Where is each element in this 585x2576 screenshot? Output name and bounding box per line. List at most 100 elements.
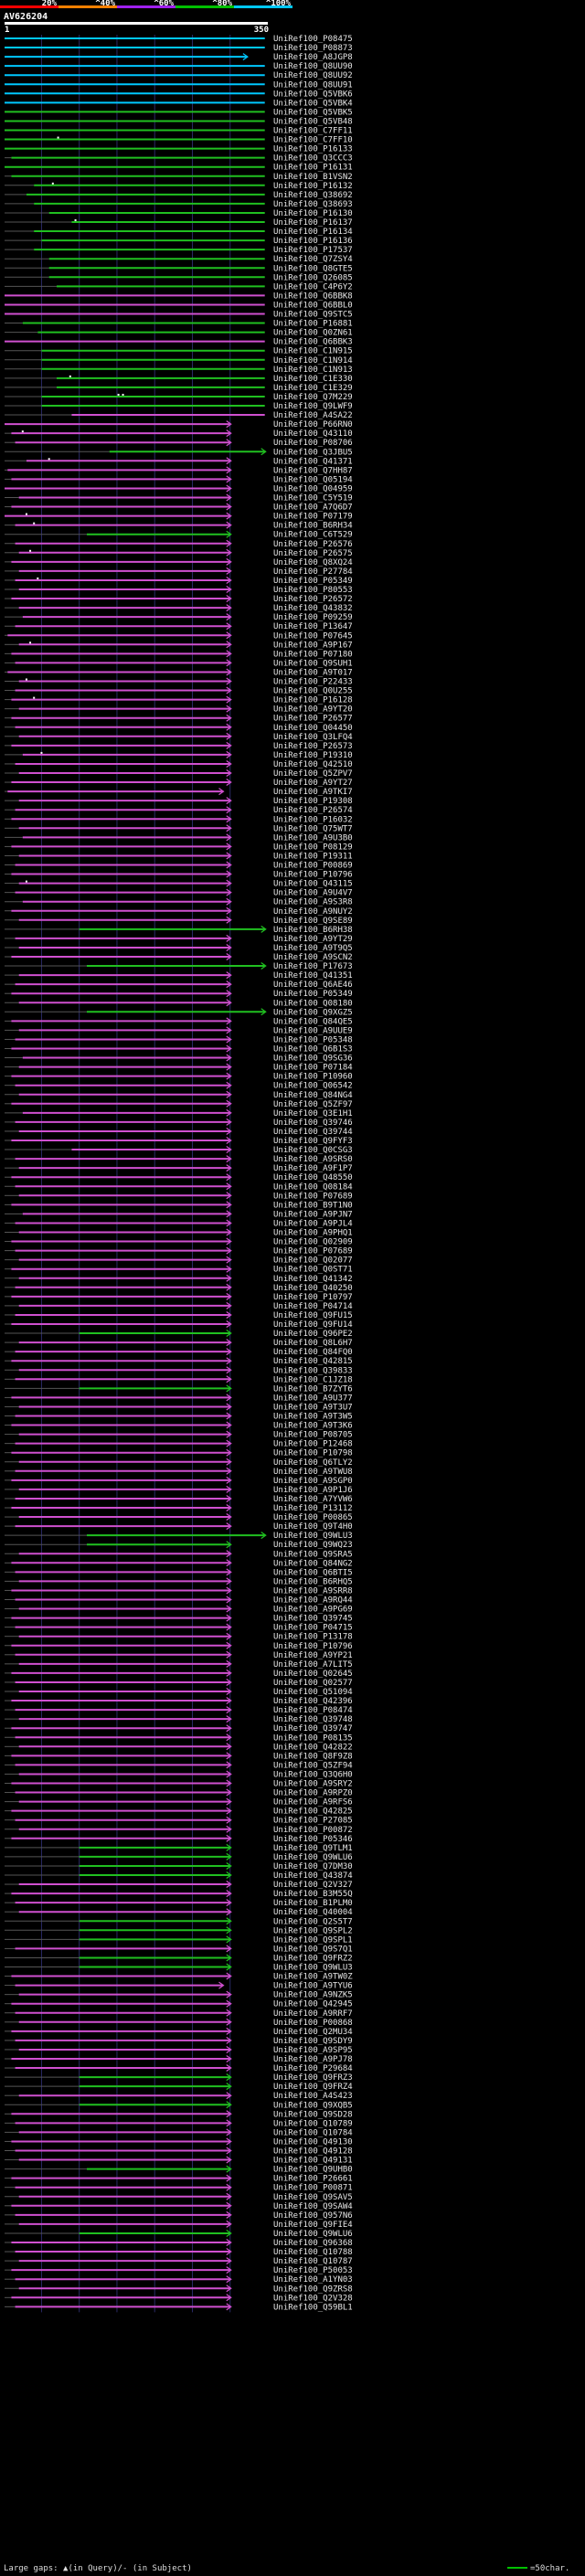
hit-label[interactable]: UniRef100_P10797 xyxy=(273,1293,353,1302)
hit-label[interactable]: UniRef100_B6RHQ5 xyxy=(273,1577,353,1586)
hit-label[interactable]: UniRef100_Q26085 xyxy=(273,273,353,282)
hit-label[interactable]: UniRef100_Q9SDY9 xyxy=(273,2037,353,2046)
hit-row[interactable]: UniRef100_Q9SAW4 xyxy=(5,2202,353,2211)
hit-label[interactable]: UniRef100_Q49131 xyxy=(273,2157,353,2166)
hit-label[interactable]: UniRef100_Q7DM30 xyxy=(273,1862,353,1871)
hit-row[interactable]: UniRef100_Q9FRZ4 xyxy=(5,2083,353,2092)
hit-label[interactable]: UniRef100_Q9LWF9 xyxy=(273,402,353,411)
hit-row[interactable]: UniRef100_A8JGP8 xyxy=(5,53,353,62)
hit-label[interactable]: UniRef100_Q08180 xyxy=(273,999,353,1008)
hit-label[interactable]: UniRef100_A8JGP8 xyxy=(273,53,353,62)
hit-row[interactable]: UniRef100_Q39746 xyxy=(5,1118,353,1128)
hit-row[interactable]: UniRef100_Q3Q6H0 xyxy=(5,1770,353,1779)
hit-label[interactable]: UniRef100_P29684 xyxy=(273,2064,353,2073)
hit-row[interactable]: UniRef100_Q9XQB5 xyxy=(5,2101,353,2110)
hit-label[interactable]: UniRef100_Q42510 xyxy=(273,760,353,769)
hit-label[interactable]: UniRef100_Q9SG36 xyxy=(273,1055,353,1064)
hit-row[interactable]: UniRef100_A9PJL4 xyxy=(5,1219,353,1228)
hit-row[interactable]: UniRef100_Q9WLU3 xyxy=(5,1532,353,1541)
hit-row[interactable]: UniRef100_Q7DM30 xyxy=(5,1862,353,1871)
hit-label[interactable]: UniRef100_Q6AE46 xyxy=(273,981,353,990)
hit-row[interactable]: UniRef100_A9YP21 xyxy=(5,1651,353,1660)
hit-label[interactable]: UniRef100_Q49130 xyxy=(273,2137,353,2147)
hit-row[interactable]: UniRef100_A9PG69 xyxy=(5,1606,353,1615)
hit-label[interactable]: UniRef100_Q42815 xyxy=(273,1357,353,1366)
hit-row[interactable]: UniRef100_Q49131 xyxy=(5,2157,353,2166)
hit-label[interactable]: UniRef100_Q6BTI5 xyxy=(273,1568,353,1577)
hit-row[interactable]: UniRef100_P26572 xyxy=(5,595,353,604)
hit-row[interactable]: UniRef100_Q08184 xyxy=(5,1182,353,1192)
hit-row[interactable]: UniRef100_Q9WLU6 xyxy=(5,1853,353,1862)
hit-label[interactable]: UniRef100_A9RRF7 xyxy=(273,2009,353,2019)
hit-row[interactable]: UniRef100_A9NUY2 xyxy=(5,907,353,917)
hit-row[interactable]: UniRef100_P10796 xyxy=(5,871,353,880)
hit-row[interactable]: UniRef100_P16132 xyxy=(5,182,353,191)
hit-row[interactable]: UniRef100_Q84NG4 xyxy=(5,1091,353,1100)
hit-row[interactable]: UniRef100_Q43874 xyxy=(5,1871,353,1881)
hit-label[interactable]: UniRef100_Q9SPL2 xyxy=(273,1926,353,1935)
hit-row[interactable]: UniRef100_Q75WT7 xyxy=(5,824,353,833)
hit-label[interactable]: UniRef100_Q9FU15 xyxy=(273,1311,353,1320)
hit-label[interactable]: UniRef100_Q9WQ23 xyxy=(273,1541,353,1550)
hit-label[interactable]: UniRef100_P07184 xyxy=(273,1064,353,1073)
hit-label[interactable]: UniRef100_A9RQ44 xyxy=(273,1596,353,1606)
hit-row[interactable]: UniRef100_Q6TLY2 xyxy=(5,1458,353,1468)
hit-label[interactable]: UniRef100_Q7HH87 xyxy=(273,466,353,475)
hit-label[interactable]: UniRef100_P16132 xyxy=(273,182,353,191)
hit-row[interactable]: UniRef100_Q9FU15 xyxy=(5,1311,353,1320)
hit-row[interactable]: UniRef100_C1N914 xyxy=(5,356,353,366)
hit-label[interactable]: UniRef100_P19311 xyxy=(273,852,353,861)
hit-label[interactable]: UniRef100_P26574 xyxy=(273,806,353,815)
hit-label[interactable]: UniRef100_A9TWU8 xyxy=(273,1468,353,1477)
hit-row[interactable]: UniRef100_A9PHQ1 xyxy=(5,1229,353,1238)
hit-label[interactable]: UniRef100_P16134 xyxy=(273,228,353,237)
hit-label[interactable]: UniRef100_P17537 xyxy=(273,246,353,255)
hit-label[interactable]: UniRef100_P19310 xyxy=(273,751,353,760)
hit-label[interactable]: UniRef100_P09259 xyxy=(273,613,353,622)
hit-label[interactable]: UniRef100_Q957N6 xyxy=(273,2211,353,2221)
hit-row[interactable]: UniRef100_P16881 xyxy=(5,320,353,329)
hit-row[interactable]: UniRef100_C1N913 xyxy=(5,366,353,375)
hit-label[interactable]: UniRef100_P13647 xyxy=(273,622,353,631)
hit-label[interactable]: UniRef100_C1JZ18 xyxy=(273,1375,353,1384)
hit-label[interactable]: UniRef100_A9TKI7 xyxy=(273,788,353,797)
hit-label[interactable]: UniRef100_P16881 xyxy=(273,320,353,329)
hit-label[interactable]: UniRef100_Q5ZF94 xyxy=(273,1761,353,1770)
hit-label[interactable]: UniRef100_Q40004 xyxy=(273,1908,353,1917)
hit-label[interactable]: UniRef100_A9U4V7 xyxy=(273,889,353,898)
hit-label[interactable]: UniRef100_Q3JBU5 xyxy=(273,448,353,457)
hit-label[interactable]: UniRef100_P10796 xyxy=(273,871,353,880)
hit-row[interactable]: UniRef100_Q3CCC3 xyxy=(5,154,353,164)
hit-label[interactable]: UniRef100_Q9TLM1 xyxy=(273,1844,353,1853)
hit-row[interactable]: UniRef100_Q8XQ24 xyxy=(5,558,353,567)
hit-row[interactable]: UniRef100_P22433 xyxy=(5,678,353,687)
hit-label[interactable]: UniRef100_P10796 xyxy=(273,1642,353,1651)
hit-label[interactable]: UniRef100_P08705 xyxy=(273,1431,353,1440)
hit-row[interactable]: UniRef100_Q957N6 xyxy=(5,2211,353,2221)
hit-label[interactable]: UniRef100_Q39745 xyxy=(273,1615,353,1624)
hit-row[interactable]: UniRef100_Q5ZPV7 xyxy=(5,769,353,779)
hit-row[interactable]: UniRef100_Q6BBK3 xyxy=(5,338,353,347)
hit-row[interactable]: UniRef100_Q02645 xyxy=(5,1670,353,1679)
hit-label[interactable]: UniRef100_Q9SUH1 xyxy=(273,659,353,668)
hit-label[interactable]: UniRef100_C7FF11 xyxy=(273,127,353,136)
hit-label[interactable]: UniRef100_Q9FIE4 xyxy=(273,2221,353,2230)
hit-row[interactable]: UniRef100_P17537 xyxy=(5,246,353,255)
hit-label[interactable]: UniRef100_Q41351 xyxy=(273,971,353,981)
hit-label[interactable]: UniRef100_A9U377 xyxy=(273,1394,353,1403)
hit-label[interactable]: UniRef100_Q75WT7 xyxy=(273,824,353,833)
hit-label[interactable]: UniRef100_Q9XGZ5 xyxy=(273,1008,353,1017)
hit-row[interactable]: UniRef100_P07645 xyxy=(5,631,353,641)
hit-label[interactable]: UniRef100_P16130 xyxy=(273,209,353,218)
hit-label[interactable]: UniRef100_P00865 xyxy=(273,1513,353,1522)
hit-label[interactable]: UniRef100_P00868 xyxy=(273,2019,353,2028)
hit-label[interactable]: UniRef100_A9YT27 xyxy=(273,779,353,788)
hit-label[interactable]: UniRef100_Q9FRZ2 xyxy=(273,1954,353,1963)
hit-row[interactable]: UniRef100_Q9WLU6 xyxy=(5,2230,353,2239)
hit-label[interactable]: UniRef100_C1E330 xyxy=(273,375,353,384)
hit-row[interactable]: UniRef100_Q42396 xyxy=(5,1697,353,1706)
hit-row[interactable]: UniRef100_Q9S7Q1 xyxy=(5,1945,353,1954)
hit-label[interactable]: UniRef100_Q9WLU6 xyxy=(273,2230,353,2239)
hit-row[interactable]: UniRef100_Q84QE5 xyxy=(5,1017,353,1026)
hit-row[interactable]: UniRef100_Q2V327 xyxy=(5,1881,353,1890)
